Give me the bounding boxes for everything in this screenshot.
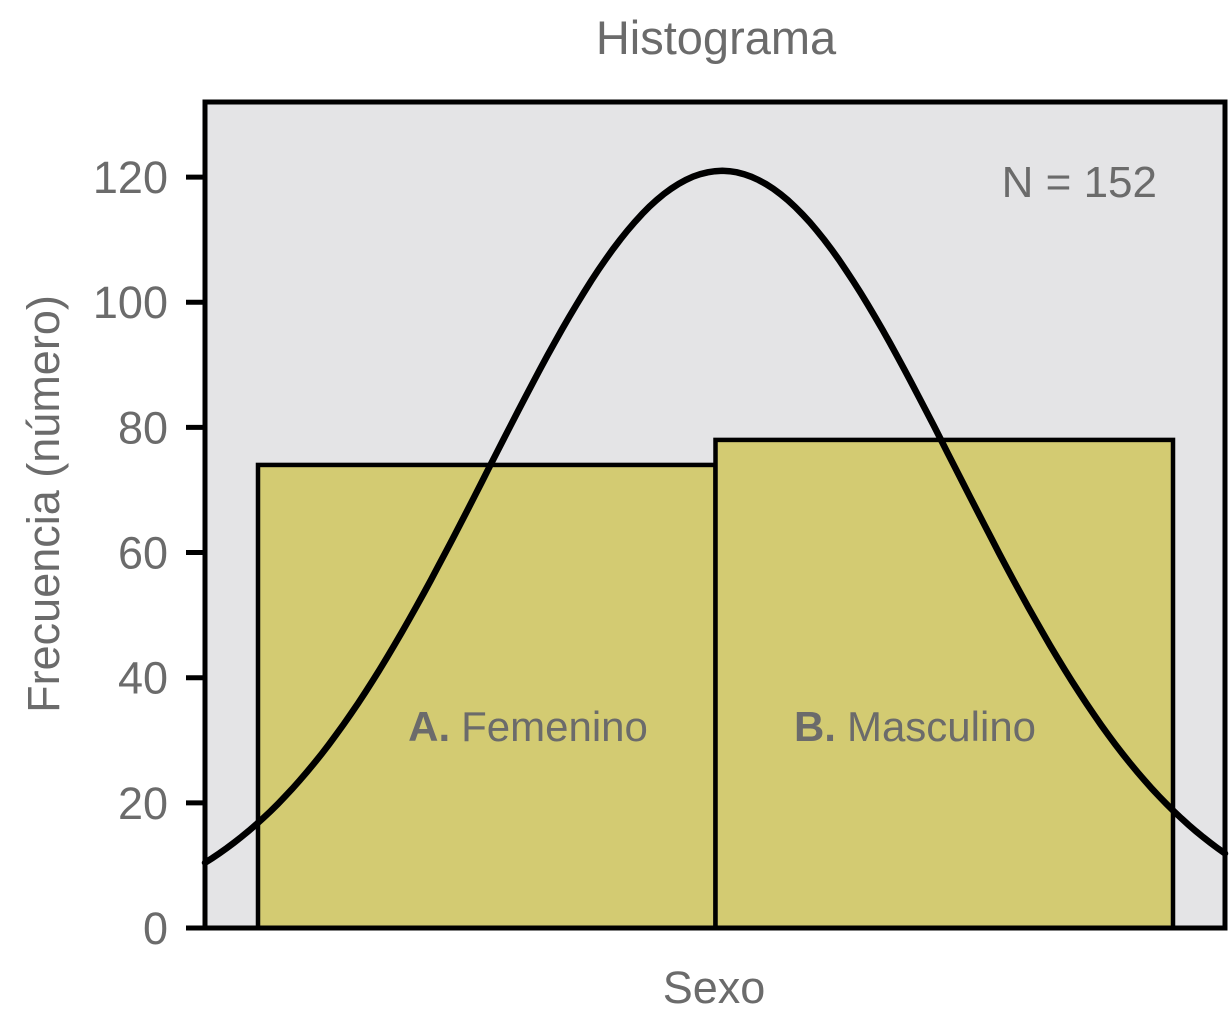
bar-label-femenino-text: Femenino	[461, 703, 648, 750]
y-axis-label: Frecuencia (número)	[18, 295, 69, 713]
sample-size-annotation: N = 152	[1001, 158, 1157, 207]
bar-label-masculino-text: Masculino	[846, 703, 1037, 750]
y-tick-label: 80	[118, 402, 168, 453]
bar-masculino	[713, 437, 1176, 931]
y-tick-label: 120	[93, 152, 168, 203]
y-tick-label: 100	[93, 277, 168, 328]
y-tick-label: 60	[118, 528, 168, 579]
normal-curve	[201, 167, 1229, 866]
bar-label-masculino-prefix: B.	[793, 703, 836, 750]
bar-label-masculino: B. Masculino	[794, 703, 1036, 751]
y-tick-label: 20	[118, 778, 168, 829]
chart-title: Histograma	[595, 11, 837, 64]
bar-femenino	[255, 462, 718, 931]
y-tick-label: 40	[118, 653, 168, 704]
bar-label-femenino-prefix: A.	[408, 703, 451, 750]
bar-label-femenino: A. Femenino	[408, 703, 648, 751]
x-axis-label: Sexo	[662, 962, 766, 1013]
plot-border	[202, 99, 1228, 931]
y-tick-label: 0	[143, 903, 168, 954]
